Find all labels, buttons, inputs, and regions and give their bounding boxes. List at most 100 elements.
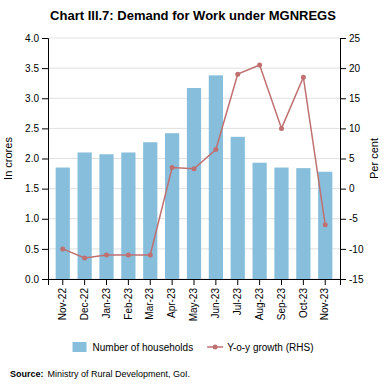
tick-mark [128,279,129,285]
tick-mark [84,279,85,285]
legend: Number of households Y-o-y growth (RHS) [73,342,314,353]
marker [104,252,109,257]
tick: 15 [340,93,361,104]
x-axis: Nov-22Dec-22Jan-23Feb-23Mar-23Apr-23May-… [49,279,341,321]
tick-mark [340,128,346,129]
tick: 5 [340,153,355,164]
tick-label: Jan-23 [101,288,112,319]
legend-marker [213,345,218,350]
tick-mark [340,38,346,39]
chart: Chart III.7: Demand for Work under MGNRE… [0,0,386,387]
tick-label: Nov-22 [57,288,68,321]
line-series [60,63,327,261]
tick-label: Apr-23 [166,288,177,318]
y2-axis-title: Per cent [368,138,380,179]
tick-mark [194,279,195,285]
tick-mark [340,249,346,250]
tick: 20 [340,63,361,74]
tick-mark [325,279,326,285]
marker [82,255,87,260]
tick-mark [42,128,48,129]
tick-mark [340,219,346,220]
bar [253,163,267,279]
bar [209,75,223,279]
marker [279,126,284,131]
marker [257,63,262,68]
tick: Oct-23 [298,279,309,318]
tick: Nov-22 [57,279,68,320]
bar [99,154,113,279]
tick: Jul-23 [232,279,243,315]
tick-mark [340,68,346,69]
tick-label: Nov-23 [319,288,330,321]
tick-label: 0.0 [25,274,39,285]
line [63,65,325,258]
tick: 3.0 [25,93,48,104]
tick-label: Jun-23 [210,288,221,319]
tick-label: -15 [349,274,364,285]
tick-label: 0 [349,183,355,194]
y2-axis: -15 -10 -5 0 5 10 15 20 25 [340,33,364,285]
bar [296,168,310,279]
tick-mark [340,189,346,190]
source: Source:Ministry of Rural Development, Go… [10,369,190,379]
legend-item: Number of households [73,342,194,353]
tick-mark [42,219,48,220]
legend-label: Number of households [93,342,194,353]
tick-mark [42,68,48,69]
tick-label: -10 [349,244,364,255]
tick-label: 4.0 [25,33,39,44]
tick-label: Dec-22 [79,288,90,321]
bar [274,168,288,279]
tick-label: Jul-23 [232,288,243,316]
tick-mark [42,38,48,39]
tick: May-23 [188,279,199,321]
tick-mark [42,98,48,99]
tick-label: 20 [349,63,361,74]
bar [56,168,70,279]
title: Chart III.7: Demand for Work under MGNRE… [50,8,336,23]
tick-mark [62,279,63,285]
axis-line [341,39,347,280]
bar [143,142,157,279]
legend-swatch [73,342,87,352]
tick: Jun-23 [210,279,221,319]
tick-label: 25 [349,33,361,44]
tick-mark [340,98,346,99]
marks [56,63,333,279]
bar [78,152,92,279]
tick-label: 3.5 [25,63,39,74]
tick: 0.0 [25,274,48,285]
marker [301,75,306,80]
tick-mark [150,279,151,285]
bar [165,133,179,279]
bar [187,88,201,279]
tick: -10 [340,244,364,255]
marker [323,222,328,227]
tick-label: 10 [349,123,361,134]
tick: -5 [340,213,358,224]
tick-label: 1.5 [25,183,39,194]
tick: 2.0 [25,153,48,164]
marker [126,252,131,257]
tick: Nov-23 [319,279,330,320]
tick-mark [303,279,304,285]
tick: Dec-22 [79,279,90,320]
tick-mark [42,189,48,190]
tick-mark [106,279,107,285]
source-label: Source: [10,369,44,379]
marker [60,246,65,251]
grid [48,38,340,279]
tick-mark [215,279,216,285]
tick: Feb-23 [123,279,134,320]
tick: 0.5 [25,244,48,255]
tick-label: 2.0 [25,153,39,164]
tick-label: Oct-23 [298,288,309,318]
y-axis-title: In crores [2,137,14,180]
axis-line [49,280,341,286]
legend-label: Y-o-y growth (RHS) [227,342,313,353]
tick: 10 [340,123,361,134]
legend-item: Y-o-y growth (RHS) [207,342,313,353]
tick-mark [281,279,282,285]
tick: 3.5 [25,63,48,74]
